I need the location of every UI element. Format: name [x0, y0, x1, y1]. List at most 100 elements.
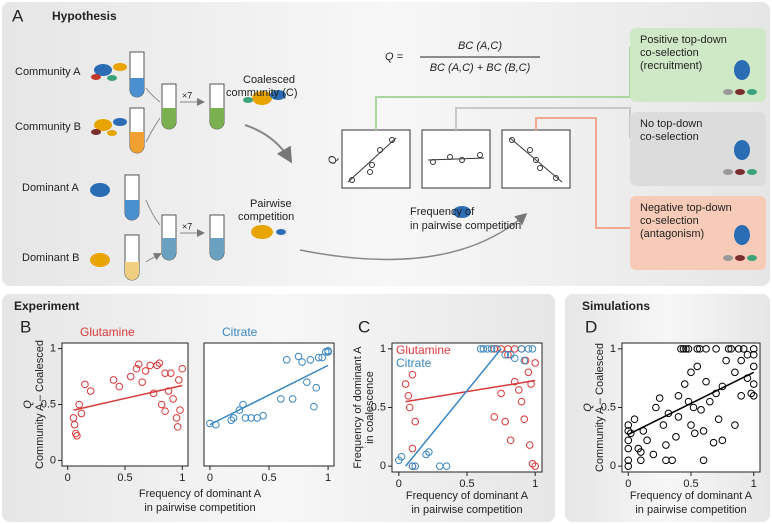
y-axis-label: Community A – Coalesced	[34, 340, 46, 469]
point	[672, 433, 680, 441]
point	[702, 345, 710, 353]
box-label: co-selection	[640, 131, 699, 143]
point	[699, 456, 708, 465]
point	[164, 387, 173, 395]
point	[689, 403, 698, 412]
panel-title: Experiment	[14, 299, 79, 313]
point	[727, 345, 735, 353]
point	[247, 414, 256, 422]
point	[674, 391, 683, 400]
point	[739, 345, 748, 353]
point	[624, 421, 633, 429]
legend-label: Citrate	[222, 325, 258, 339]
point	[531, 462, 539, 470]
point	[490, 413, 499, 421]
x-tick-label: 1	[325, 472, 331, 484]
point	[731, 421, 739, 429]
point	[731, 368, 739, 377]
y-tick-label: 0	[610, 460, 616, 472]
point	[687, 368, 695, 377]
point	[690, 429, 699, 438]
x-axis-label: Frequency of dominant A	[406, 490, 529, 502]
x-tick-label: 0.5	[261, 472, 276, 484]
x-tick-label: 0	[625, 478, 631, 490]
point	[73, 432, 81, 440]
point	[643, 436, 651, 445]
point	[318, 353, 326, 362]
legend-label: Glutamine	[396, 343, 451, 357]
formula: Q =	[385, 51, 404, 63]
point	[314, 353, 323, 362]
y-axis-label: Q	[582, 403, 594, 412]
point	[408, 462, 417, 470]
point	[483, 345, 492, 353]
point	[86, 387, 95, 395]
point	[229, 414, 238, 422]
panel-title: Simulations	[582, 299, 650, 313]
point	[699, 427, 708, 435]
point	[718, 436, 727, 445]
fit-line	[73, 384, 183, 411]
point	[528, 345, 537, 353]
formula: BC (A,C) + BC (B,C)	[430, 62, 531, 74]
point	[684, 345, 693, 353]
point	[749, 345, 758, 353]
point	[749, 391, 758, 400]
y-tick-label: 1	[380, 343, 386, 355]
point	[175, 376, 183, 384]
y-axis-label: Community A – Coalesced	[594, 343, 606, 472]
x-tick-label: 0.5	[683, 478, 698, 490]
panel-letter: C	[358, 317, 370, 336]
label: community (C)	[226, 87, 298, 99]
plot-area	[391, 342, 543, 473]
point	[312, 383, 321, 392]
point	[324, 347, 332, 355]
point	[487, 345, 496, 353]
x-axis-label: Frequency of dominant A	[139, 488, 262, 500]
point	[81, 380, 89, 389]
point	[624, 436, 633, 445]
x-tick-label: 0.5	[117, 472, 132, 484]
point	[178, 364, 187, 373]
x-tick-label: 1	[532, 478, 538, 490]
point	[517, 397, 526, 406]
point	[714, 415, 723, 424]
point	[227, 416, 235, 424]
point	[115, 382, 124, 391]
panel-letter: B	[20, 317, 31, 336]
point	[515, 386, 523, 394]
point	[282, 355, 291, 364]
point	[659, 421, 668, 429]
label: Community A	[15, 66, 81, 78]
point	[277, 395, 285, 403]
icons	[90, 28, 766, 281]
box-label: (recruitment)	[640, 60, 702, 72]
point	[298, 358, 306, 366]
point	[157, 400, 166, 409]
box-label: co-selection	[640, 47, 699, 59]
label: Coalesced	[243, 74, 295, 86]
formula: BC (A,C)	[458, 40, 502, 52]
panel-letter: A	[12, 6, 24, 25]
point	[294, 352, 303, 361]
point	[405, 403, 414, 412]
point	[408, 444, 417, 453]
y-tick-label: 0.5	[601, 401, 616, 413]
legend-label: Glutamine	[80, 325, 135, 339]
point	[501, 350, 509, 359]
point	[722, 356, 730, 365]
point	[169, 395, 177, 403]
point	[520, 356, 529, 365]
point	[479, 345, 488, 353]
x-axis-label: in pairwise competition	[635, 504, 746, 516]
plot-area	[61, 342, 189, 467]
x-axis-label: Frequency of dominant A	[630, 490, 753, 502]
point	[709, 438, 718, 447]
point	[655, 394, 664, 402]
legend-label: Citrate	[396, 356, 432, 370]
point	[153, 361, 161, 370]
point	[693, 345, 702, 353]
x-axis-label: in pairwise competition	[144, 502, 255, 514]
point	[173, 423, 182, 431]
point	[652, 403, 660, 412]
